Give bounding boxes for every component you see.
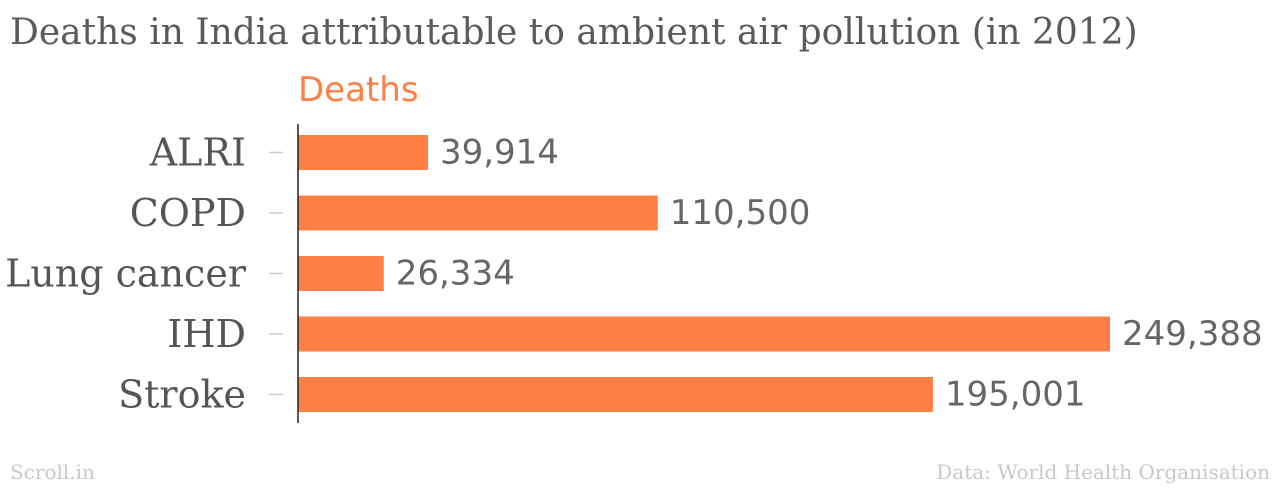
category-label: Stroke [118, 373, 246, 417]
category-label: IHD [167, 312, 246, 356]
value-label: 195,001 [945, 375, 1086, 415]
data-source: Data: World Health Organisation [936, 460, 1270, 484]
bar [298, 256, 384, 291]
chart-title: Deaths in India attributable to ambient … [10, 12, 1138, 53]
value-label: 26,334 [396, 254, 515, 294]
bar [298, 195, 658, 231]
bar [298, 135, 428, 170]
bar [298, 316, 1110, 352]
bars-group: ALRI 39,914 COPD 110,500 Lung cancer 26,334 IH… [5, 131, 1263, 417]
category-label: ALRI [149, 131, 246, 175]
value-label: 249,388 [1122, 314, 1263, 354]
publisher-credit: Scroll.in [10, 460, 95, 484]
bar [298, 377, 933, 412]
category-label: COPD [130, 191, 246, 235]
category-label: Lung cancer [5, 252, 247, 296]
value-label: 39,914 [440, 133, 559, 173]
series-label: Deaths [298, 70, 419, 110]
value-label: 110,500 [670, 193, 811, 233]
